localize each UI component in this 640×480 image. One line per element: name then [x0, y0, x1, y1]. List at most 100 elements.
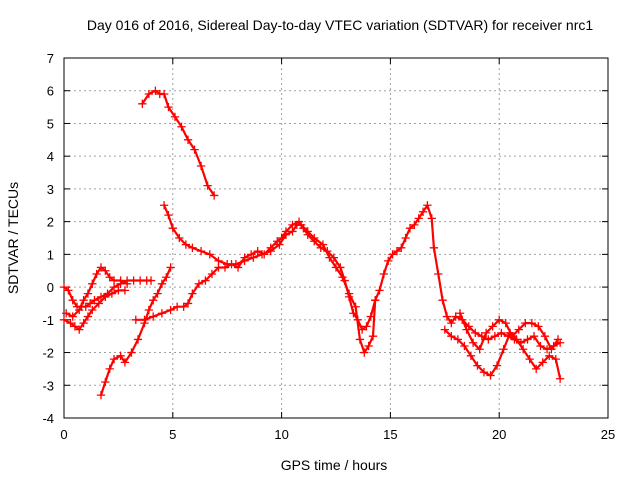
y-axis-label: SDTVAR / TECUs: [5, 182, 21, 294]
data-point: [375, 286, 384, 295]
data-point: [351, 302, 360, 311]
data-point: [92, 269, 101, 279]
series-line: [443, 328, 562, 380]
data-point: [173, 302, 182, 311]
data-point: [116, 276, 125, 285]
data-point: [427, 214, 436, 223]
data-point: [497, 328, 506, 338]
data-point: [397, 243, 406, 252]
data-point: [495, 315, 504, 324]
data-point: [479, 368, 489, 377]
data-point: [532, 364, 541, 374]
data-point: [434, 269, 443, 279]
data-point: [540, 332, 550, 341]
data-point: [68, 296, 77, 305]
y-tick-label: 2: [47, 215, 54, 230]
data-point: [162, 273, 171, 282]
data-point: [120, 358, 130, 367]
series-segment-tail-scatter: [455, 309, 563, 354]
data-point: [181, 240, 191, 249]
data-point: [440, 325, 449, 334]
data-point: [466, 351, 476, 360]
data-point: [164, 102, 173, 112]
series-line: [458, 312, 560, 351]
data-point: [414, 214, 423, 223]
data-point: [223, 260, 232, 269]
series-line: [141, 89, 216, 197]
data-point: [157, 279, 167, 288]
data-point: [288, 227, 297, 236]
data-point: [455, 309, 465, 318]
data-point: [249, 253, 258, 262]
data-point: [297, 220, 306, 230]
y-tick-label: 1: [47, 247, 54, 262]
data-point: [418, 207, 428, 216]
data-point: [240, 256, 249, 266]
data-point: [62, 309, 71, 318]
data-point: [88, 279, 97, 288]
data-point: [149, 312, 158, 321]
data-point: [129, 276, 138, 285]
data-point: [79, 318, 88, 328]
data-point: [188, 243, 197, 252]
data-point: [68, 312, 77, 321]
data-point: [83, 289, 93, 298]
y-tick-labels: -4 -3 -2 -1 0 1 2 3 4 5 6 7: [42, 51, 54, 426]
data-point: [473, 361, 482, 370]
data-point: [83, 312, 93, 321]
data-point: [388, 250, 397, 259]
data-point: [508, 332, 517, 341]
data-point: [75, 305, 84, 315]
data-point: [59, 282, 69, 292]
data-point: [203, 181, 212, 190]
data-point: [122, 279, 132, 288]
x-tick-label: 5: [169, 427, 176, 442]
data-point: [70, 322, 80, 331]
data-point: [471, 328, 480, 338]
y-tick-label: 7: [47, 51, 54, 66]
data-point: [379, 269, 389, 279]
data-point: [481, 328, 491, 338]
data-point: [164, 210, 173, 220]
data-point: [468, 338, 478, 347]
data-point: [59, 315, 69, 324]
x-tick-label: 25: [601, 427, 615, 442]
data-point: [303, 227, 312, 236]
series-segment-upper-arc: [138, 86, 219, 200]
data-point: [401, 233, 410, 243]
data-point: [523, 335, 532, 344]
data-point: [205, 250, 214, 259]
y-tick-label: 6: [47, 84, 54, 99]
data-point: [499, 345, 508, 354]
data-point: [538, 358, 547, 367]
series-segment-tail-low: [440, 325, 565, 383]
data-point: [331, 263, 341, 272]
data-point: [168, 224, 177, 233]
data-point: [166, 263, 175, 272]
data-point: [281, 230, 291, 239]
data-point: [521, 318, 530, 328]
data-point: [183, 135, 193, 144]
data-point: [194, 279, 204, 288]
data-point: [144, 305, 154, 315]
data-point: [183, 299, 193, 308]
data-point: [512, 335, 521, 344]
data-series: [59, 86, 565, 400]
data-point: [207, 269, 217, 279]
y-tick-label: -3: [42, 378, 54, 393]
y-tick-label: 0: [47, 280, 54, 295]
data-point: [486, 371, 495, 380]
data-point: [338, 273, 347, 282]
data-point: [166, 305, 175, 315]
grid: [64, 58, 608, 418]
data-point: [153, 289, 162, 298]
data-point: [201, 276, 210, 285]
series-segment-left-cluster-c: [62, 263, 132, 321]
series-segment-left-cluster-b: [59, 276, 156, 311]
data-point: [453, 335, 463, 344]
data-point: [96, 263, 106, 272]
data-point: [392, 246, 402, 256]
data-point: [94, 299, 103, 308]
y-tick-label: -1: [42, 313, 54, 328]
data-point: [490, 332, 499, 341]
